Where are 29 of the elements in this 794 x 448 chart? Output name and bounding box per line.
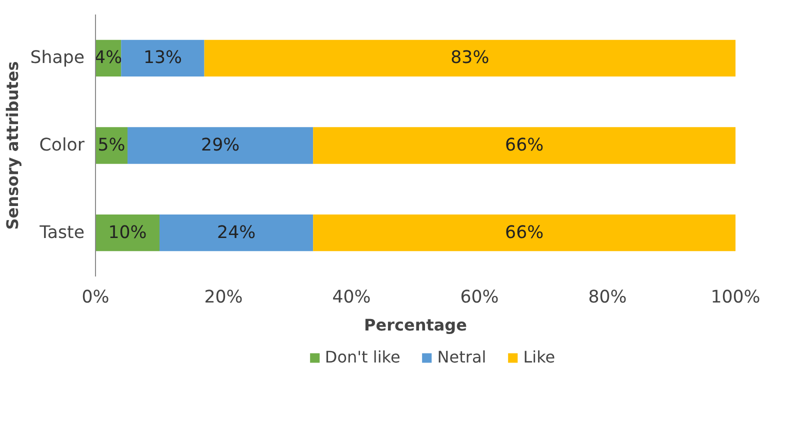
data-label: 13% xyxy=(143,48,182,68)
data-label: 5% xyxy=(98,136,126,156)
x-axis-title: Percentage xyxy=(364,316,468,334)
x-tick-label: 20% xyxy=(204,288,243,308)
bar xyxy=(313,214,736,252)
data-label: 66% xyxy=(505,136,544,156)
y-axis-title: Sensory attributes xyxy=(3,61,22,230)
legend-label: Like xyxy=(523,348,556,366)
data-label: 10% xyxy=(108,222,147,243)
bar xyxy=(160,214,314,252)
x-tick-label: 60% xyxy=(460,288,499,308)
bar xyxy=(313,127,736,164)
y-tick-label: Shape xyxy=(30,48,85,68)
x-tick-label: 80% xyxy=(588,288,627,308)
data-label: 66% xyxy=(505,222,544,243)
data-label: 83% xyxy=(450,48,490,68)
x-tick-label: 40% xyxy=(332,288,371,308)
data-label: 24% xyxy=(217,222,256,243)
x-tick-label: 100% xyxy=(710,288,760,308)
y-tick-label: Color xyxy=(39,136,86,156)
bar xyxy=(128,127,314,164)
y-tick-label: Taste xyxy=(38,222,85,243)
bar xyxy=(96,214,160,252)
legend-label: Don't like xyxy=(324,348,400,366)
bar xyxy=(204,40,736,77)
legend-label: Netral xyxy=(437,348,486,366)
bar xyxy=(121,40,204,77)
x-tick-label: 0% xyxy=(82,288,110,308)
data-label: 29% xyxy=(201,136,240,156)
